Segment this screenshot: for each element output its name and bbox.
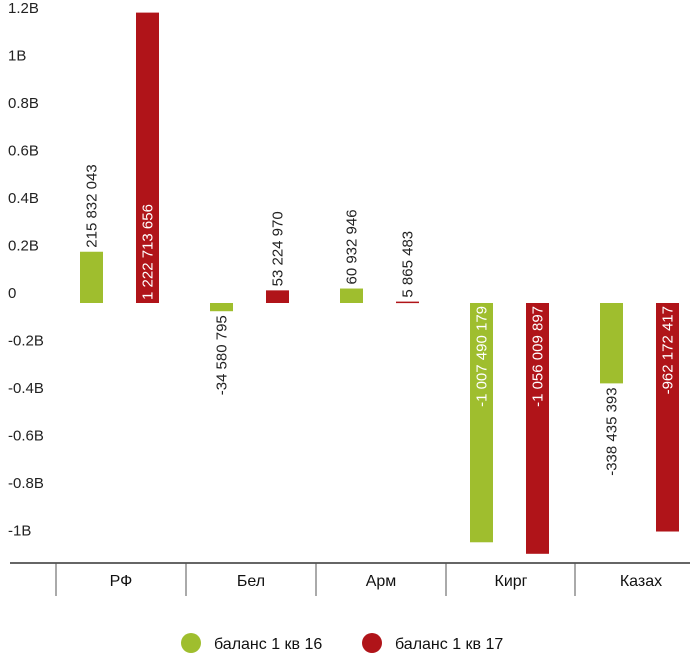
y-tick-label: -0.6B	[8, 428, 44, 445]
y-tick-label: -0.4B	[8, 380, 44, 397]
data-label: 215 832 043	[84, 164, 101, 247]
bars: 215 832 043 -34 580 795 60 932 946 -1 007 4…	[80, 12, 679, 554]
bar	[470, 303, 493, 543]
bar	[210, 303, 233, 312]
y-axis: 1.2B 1B 0.8B 0.6B 0.4B 0.2B 0 -0.2B -0.4B -0.6B -0…	[8, 0, 44, 540]
category-label: Казах	[620, 573, 662, 590]
data-label: -338 435 393	[604, 387, 621, 475]
y-tick-label: 1.2B	[8, 0, 39, 17]
category-label: РФ	[110, 573, 133, 590]
y-tick-label: 1B	[8, 48, 26, 65]
legend: баланс 1 кв 16 баланс 1 кв 17	[181, 633, 503, 653]
data-label: 53 224 970	[270, 211, 287, 286]
y-tick-label: -0.2B	[8, 333, 44, 350]
bar	[526, 303, 549, 554]
x-axis: РФ Бел Арм Кирг Казах	[10, 562, 690, 596]
data-label: -1 056 009 897	[530, 306, 547, 407]
y-tick-label: 0.4B	[8, 190, 39, 207]
bar	[600, 303, 623, 384]
y-tick-label: 0	[8, 285, 16, 302]
bar	[396, 301, 419, 304]
data-label: -34 580 795	[214, 315, 231, 395]
data-label: -1 007 490 179	[474, 306, 491, 407]
legend-label: баланс 1 кв 17	[395, 636, 503, 653]
y-tick-label: 0.6B	[8, 143, 39, 160]
y-tick-label: 0.2B	[8, 238, 39, 255]
legend-marker	[362, 633, 382, 653]
data-label: 5 865 483	[400, 231, 417, 298]
bar	[80, 251, 103, 303]
data-label: 60 932 946	[344, 209, 361, 284]
y-tick-label: 0.8B	[8, 95, 39, 112]
bar	[656, 303, 679, 532]
data-label: 1 222 713 656	[140, 204, 157, 300]
y-tick-label: -1B	[8, 523, 31, 540]
data-label: -962 172 417	[660, 306, 677, 394]
bar	[340, 288, 363, 303]
legend-marker	[181, 633, 201, 653]
bar	[136, 12, 159, 304]
y-tick-label: -0.8B	[8, 475, 44, 492]
category-label: Кирг	[495, 573, 528, 590]
category-label: Бел	[237, 573, 265, 590]
bar	[266, 290, 289, 303]
legend-label: баланс 1 кв 16	[214, 636, 322, 653]
category-label: Арм	[366, 573, 397, 590]
